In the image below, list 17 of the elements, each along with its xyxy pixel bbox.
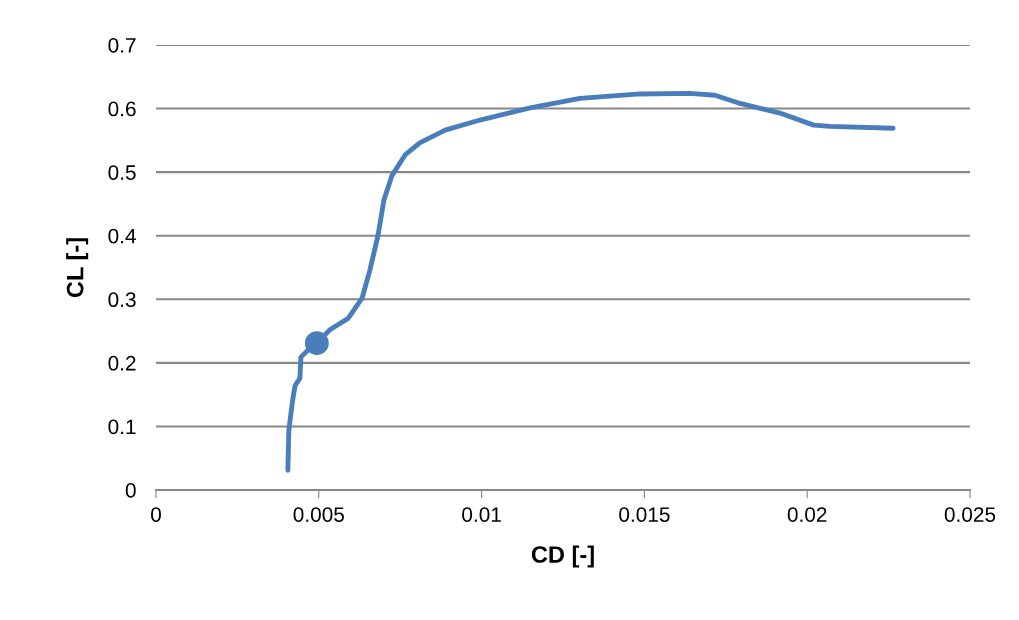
x-tick-label: 0.02 — [787, 507, 827, 522]
x-tick-label: 0 — [151, 507, 161, 522]
y-tick-label: 0 — [125, 483, 136, 498]
x-tick-label: 0.015 — [619, 507, 670, 522]
x-tick-label: 0.005 — [293, 507, 344, 522]
y-tick-label: 0.5 — [108, 165, 136, 180]
y-tick-label: 0.2 — [108, 355, 136, 371]
y-tick-label: 0.6 — [108, 101, 136, 117]
x-tick-label: 0.025 — [944, 507, 996, 522]
x-tick-label: 0.01 — [462, 507, 501, 522]
y-tick-label: 0.1 — [108, 419, 136, 435]
y-tick-label: 0.7 — [108, 38, 136, 53]
y-axis-title: CL [-] — [66, 238, 89, 298]
y-tick-label: 0.3 — [108, 292, 136, 308]
line-series — [285, 90, 896, 473]
x-axis-title: CD [-] — [531, 545, 594, 568]
y-tick-label: 0.4 — [108, 228, 136, 244]
